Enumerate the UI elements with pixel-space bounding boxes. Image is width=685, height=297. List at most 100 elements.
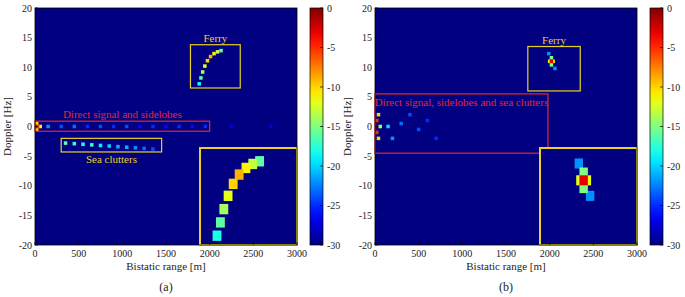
cell <box>434 137 437 141</box>
x-axis-label: Bistatic range [m] <box>466 260 545 272</box>
cell <box>99 125 102 129</box>
cell <box>417 128 420 132</box>
y-tick-label: -15 <box>359 210 372 221</box>
plot-frame <box>375 8 637 245</box>
cell <box>426 119 429 123</box>
cell <box>386 125 389 129</box>
colorbar-tick <box>660 245 663 246</box>
cell <box>177 125 180 129</box>
y-tick <box>35 37 38 38</box>
cell <box>399 122 402 126</box>
colorbar-tick-label: -10 <box>667 82 680 93</box>
y-tick <box>375 67 378 68</box>
y-tick-label: 15 <box>22 32 32 43</box>
colorbar-tick-label: -5 <box>327 42 335 53</box>
cell <box>125 125 128 129</box>
cell <box>550 56 553 60</box>
x-tick <box>637 242 638 245</box>
inset-cells <box>213 156 264 241</box>
y-tick <box>35 185 38 186</box>
cell <box>81 142 84 146</box>
y-tick <box>375 8 378 9</box>
inset-cells <box>575 158 595 200</box>
y-tick <box>35 126 38 127</box>
x-tick-label: 2000 <box>540 248 560 259</box>
panel: Direct signal, sidelobes and sea clutter… <box>341 3 680 295</box>
annotation-box <box>35 121 210 131</box>
cells <box>35 49 273 151</box>
colorbar-tick-label: -25 <box>667 200 680 211</box>
cell <box>142 147 145 151</box>
colorbar-tick <box>660 8 663 9</box>
y-tick-label: 20 <box>22 3 32 14</box>
inset-cell <box>579 175 587 185</box>
panel: Direct signal and sidelobes Sea clutters F… <box>1 3 340 295</box>
figure: Direct signal and sidelobes Sea clutters F… <box>0 0 685 297</box>
y-axis-label: Doppler [Hz] <box>341 97 353 156</box>
colorbar-tick <box>320 87 323 88</box>
x-tick-label: 1000 <box>112 248 132 259</box>
cell <box>116 145 119 149</box>
y-tick <box>375 126 378 127</box>
y-tick-label: 5 <box>27 91 32 102</box>
y-tick <box>375 215 378 216</box>
cell <box>269 125 272 129</box>
cell <box>46 125 49 129</box>
cell <box>378 125 381 129</box>
cell <box>59 125 62 129</box>
annotation-label: Direct signal and sidelobes <box>63 108 182 120</box>
cell <box>212 52 215 56</box>
y-tick <box>35 96 38 97</box>
cell <box>125 145 128 149</box>
cell <box>197 82 200 86</box>
cell <box>190 125 193 129</box>
colorbar-tick <box>660 126 663 127</box>
x-tick <box>166 242 167 245</box>
colorbar-tick-label: -20 <box>327 161 340 172</box>
annotation-box <box>528 47 580 91</box>
y-tick-label: 0 <box>367 121 372 132</box>
inset-cell <box>229 179 238 189</box>
colorbar-tick-label: 0 <box>327 3 332 14</box>
inset-background <box>540 148 637 245</box>
x-tick <box>506 242 507 245</box>
x-tick-label: 0 <box>373 248 378 259</box>
y-tick-label: 5 <box>367 91 372 102</box>
colorbar-tick <box>660 47 663 48</box>
cell <box>547 52 550 56</box>
y-tick <box>375 96 378 97</box>
y-tick-label: 10 <box>362 62 372 73</box>
x-tick-label: 2500 <box>243 248 263 259</box>
cell <box>199 76 202 80</box>
colorbar-tick <box>320 47 323 48</box>
y-axis-label: Doppler [Hz] <box>1 97 13 156</box>
annotation-box <box>375 94 548 153</box>
x-tick-label: 500 <box>411 248 426 259</box>
caption: (b) <box>499 280 513 294</box>
colorbar-tick-label: -15 <box>327 121 340 132</box>
colorbar-tick-label: -15 <box>667 121 680 132</box>
x-tick-label: 2500 <box>583 248 603 259</box>
x-tick-label: 3000 <box>627 248 647 259</box>
inset-cell <box>213 231 222 241</box>
y-tick-label: -20 <box>19 240 32 251</box>
y-tick-label: -5 <box>364 151 372 162</box>
x-tick <box>375 242 376 245</box>
y-tick <box>375 37 378 38</box>
y-tick <box>375 185 378 186</box>
caption: (a) <box>159 280 172 294</box>
colorbar-tick-label: -30 <box>667 240 680 251</box>
annotation-label: Sea clutters <box>86 153 137 165</box>
cell <box>391 137 394 141</box>
colorbar-tick <box>660 166 663 167</box>
cell <box>134 146 137 150</box>
colorbar-tick-label: -30 <box>327 240 340 251</box>
colorbar-tick <box>660 87 663 88</box>
annotation-box <box>61 138 161 152</box>
inset-cell <box>216 217 225 227</box>
x-tick <box>78 242 79 245</box>
annotation-label: Ferry <box>203 32 227 44</box>
cell <box>377 113 380 117</box>
y-tick <box>375 156 378 157</box>
y-tick <box>375 245 378 246</box>
